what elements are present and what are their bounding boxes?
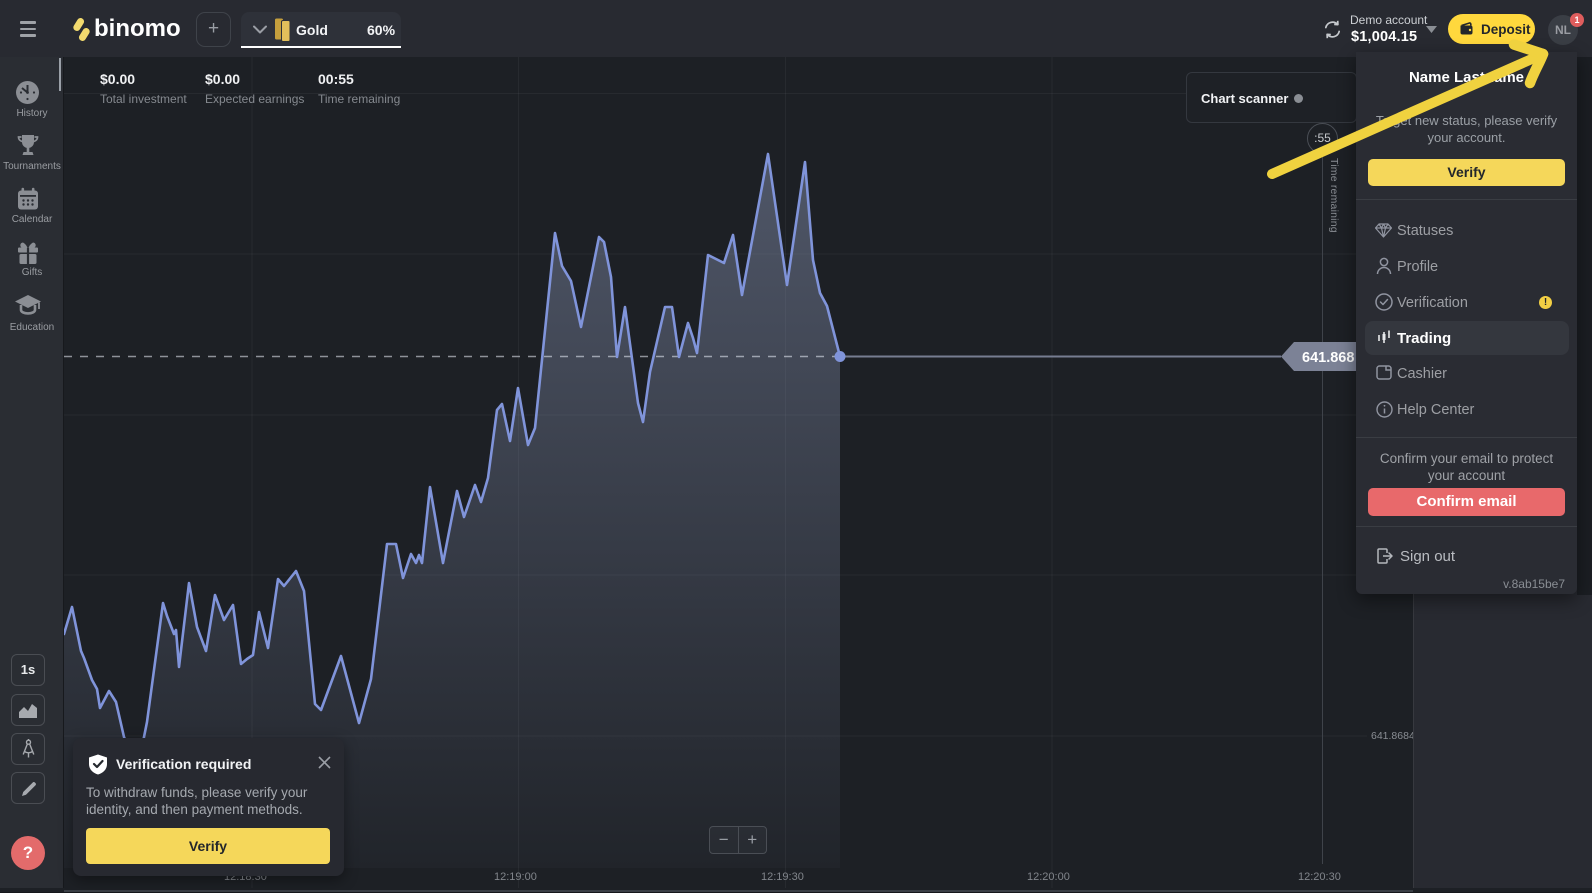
svg-text:641.868: 641.868	[1302, 350, 1354, 366]
